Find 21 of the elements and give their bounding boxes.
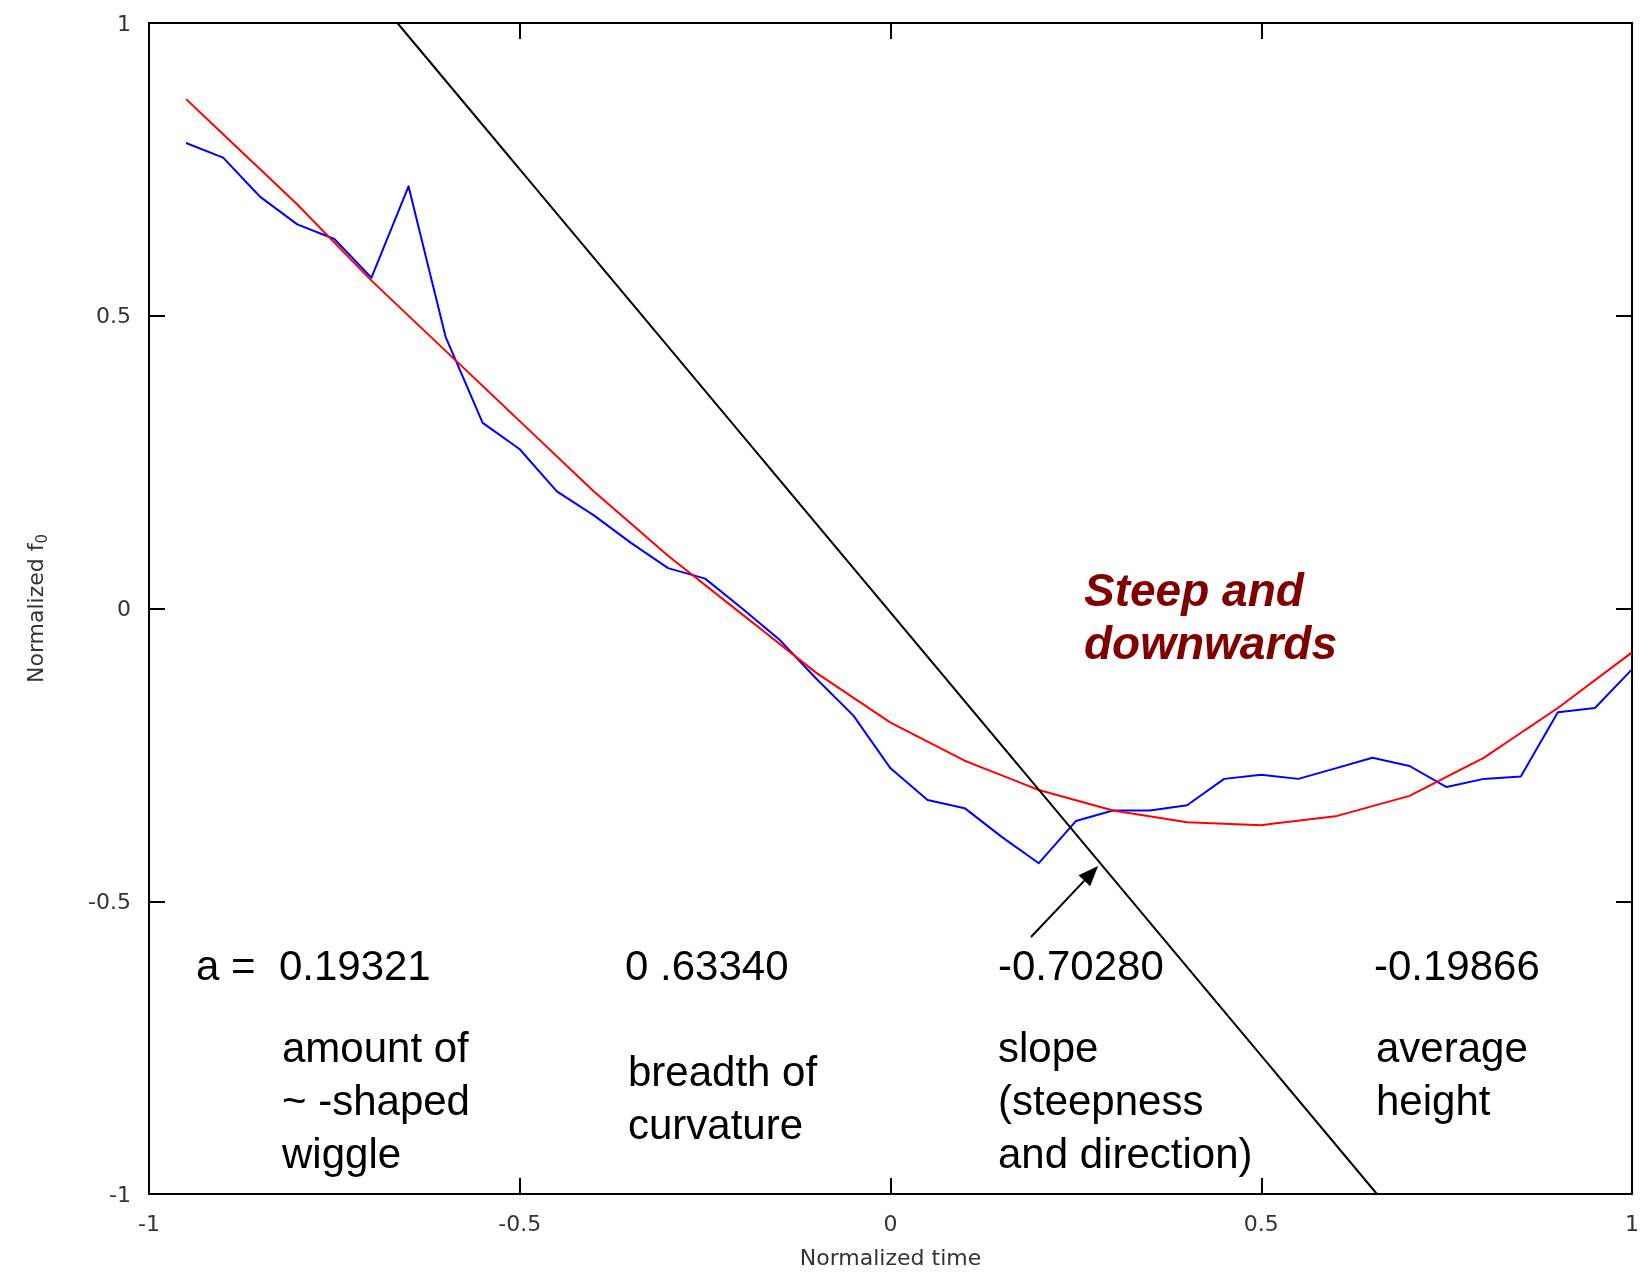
x-tick-label: 0	[883, 1210, 898, 1236]
x-tick-label: -0.5	[498, 1210, 542, 1236]
annotation: -0.19866	[1374, 941, 1540, 989]
y-tick-label: -0.5	[88, 888, 131, 914]
annotation: a = 0.19321	[196, 941, 431, 989]
x-tick-label: -1	[138, 1210, 160, 1236]
x-tick-label: 1	[1625, 1210, 1639, 1236]
y-axis-title: Normalized f0	[23, 533, 51, 684]
y-tick-label: 0.5	[96, 303, 131, 329]
annotation: average height	[1376, 1024, 1528, 1124]
x-axis-title: Normalized time	[799, 1244, 982, 1270]
x-tick-label: 0.5	[1243, 1210, 1279, 1236]
annotation: breadth of curvature	[628, 1048, 818, 1148]
y-tick-label: -1	[109, 1181, 131, 1207]
annotation: Steep and downwards	[1084, 563, 1338, 669]
y-tick-label: 1	[117, 10, 131, 36]
annotation: -0.70280	[998, 941, 1164, 989]
annotation: slope (steepness and direction)	[998, 1024, 1253, 1177]
annotation: amount of ~ -shaped wiggle	[281, 1024, 470, 1177]
annotation: 0 .63340	[625, 941, 789, 989]
y-tick-label: 0	[117, 596, 131, 621]
